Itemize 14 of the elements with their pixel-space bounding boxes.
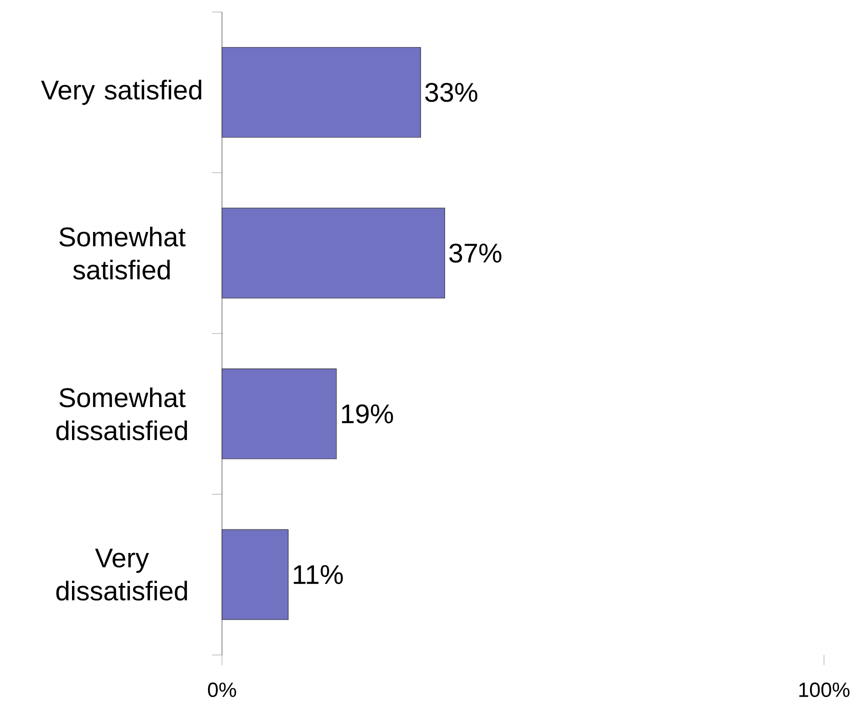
x-tick-label: 0% (208, 682, 236, 698)
y-tick-label: Very satisfied (41, 80, 202, 105)
y-tick-label: Very dissatisfied (56, 548, 187, 601)
y-tick-label: Somewhat dissatisfied (56, 387, 187, 440)
data-label: 33% (425, 82, 478, 102)
bar (222, 368, 337, 460)
bar (222, 529, 289, 620)
data-label: 19% (342, 404, 393, 424)
data-label: 11% (294, 565, 343, 584)
data-label: 37% (449, 244, 502, 263)
y-tick-label: Somewhat satisfied (59, 226, 186, 280)
bar (222, 208, 446, 298)
bar (222, 47, 421, 138)
x-tick-label: 100% (799, 682, 850, 698)
